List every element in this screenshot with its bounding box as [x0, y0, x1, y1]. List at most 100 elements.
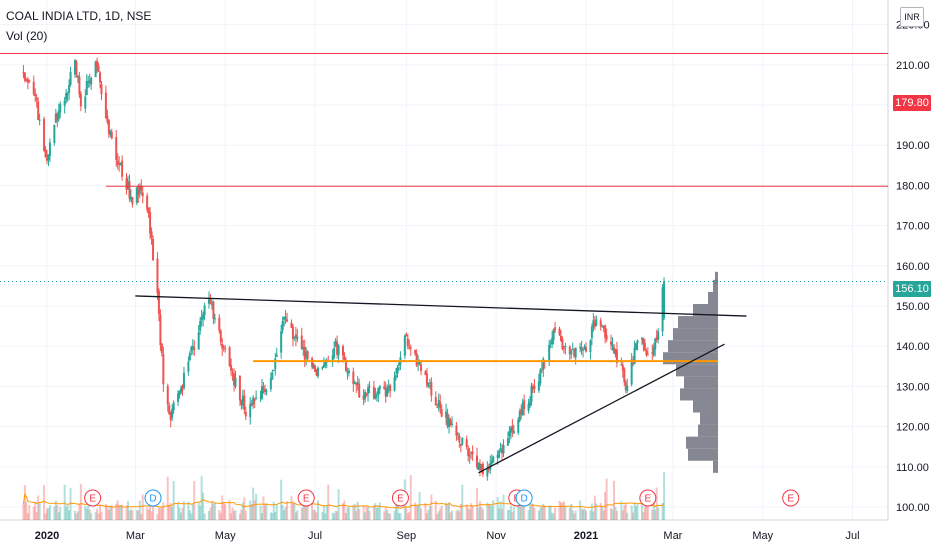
candle-body — [499, 448, 502, 450]
candle-body — [263, 388, 266, 392]
volume-bar — [66, 505, 69, 520]
volume-bar — [417, 504, 420, 520]
volume-bar — [646, 506, 649, 520]
time-axis[interactable]: 2020 Mar May Jul Sep Nov 2021 Mar May Jul — [35, 530, 860, 542]
volume-bar — [261, 512, 264, 520]
volume-bar — [378, 502, 381, 520]
candle-body — [478, 463, 481, 471]
candle-body — [109, 131, 112, 136]
candle-body — [509, 427, 512, 433]
candle-body — [417, 362, 420, 364]
candle-body — [580, 347, 583, 351]
volume-bar — [305, 503, 308, 520]
volume-bar — [228, 500, 231, 520]
candle-body — [255, 397, 258, 399]
volume-bar — [84, 505, 87, 520]
candle-body — [476, 455, 479, 468]
volume-bar — [573, 513, 576, 520]
volume-bar — [160, 505, 163, 520]
candle-body — [265, 391, 268, 393]
price-axis[interactable]: 100.00 110.00 120.00 130.00 140.00 150.00 160.… — [896, 20, 930, 514]
candle-body — [487, 466, 490, 470]
volume-bar — [663, 472, 666, 520]
volume-bar — [642, 511, 645, 520]
volume-bar — [420, 508, 423, 520]
volume-bar — [570, 504, 573, 520]
volume-bar — [343, 500, 346, 520]
candle-body — [283, 317, 286, 320]
volume-bar — [521, 505, 524, 520]
candle-body — [601, 325, 604, 327]
volume-bar — [265, 503, 268, 520]
candle-body — [240, 399, 243, 406]
volume-bar — [119, 505, 122, 520]
volume-bar — [54, 500, 57, 520]
volume-bar — [219, 512, 222, 520]
profile-bar — [693, 303, 718, 317]
candle-body — [633, 347, 636, 365]
candle-body — [171, 408, 174, 418]
symbol-title[interactable]: COAL INDIA LTD, 1D, NSE — [6, 9, 152, 23]
volume-bar — [202, 492, 205, 520]
candle-body — [481, 463, 484, 475]
candle-body — [551, 337, 554, 345]
candle-body — [188, 353, 191, 360]
candle-body — [574, 347, 577, 358]
currency-button[interactable]: INR — [900, 7, 924, 27]
event-markers[interactable]: EDEEEDEE — [84, 489, 800, 507]
earnings-marker — [297, 489, 315, 507]
volume-bar — [116, 500, 119, 520]
candle-body — [140, 185, 143, 191]
candle-body — [116, 160, 119, 165]
resistance-price-tag: 179.80 — [893, 95, 931, 111]
profile-bar — [678, 316, 718, 329]
candle-body — [652, 347, 655, 355]
dividend-marker — [144, 489, 162, 507]
candle-body — [56, 113, 59, 121]
candle-body — [353, 381, 356, 384]
volume-bar — [585, 510, 587, 520]
volume-bar — [87, 502, 90, 520]
candle-body — [611, 344, 614, 347]
volume-bar — [197, 501, 200, 520]
candle-body — [501, 449, 504, 454]
candle-body — [602, 325, 605, 328]
last-price-tag: 156.10 — [893, 281, 931, 297]
volume-bar — [129, 509, 132, 520]
volume-bar — [241, 502, 244, 520]
volume-bar — [425, 513, 428, 520]
volume-bar — [190, 513, 193, 520]
profile-bar — [684, 376, 718, 389]
trendlines[interactable] — [135, 295, 747, 474]
candle-body — [234, 377, 237, 387]
price-tick-label: 130.00 — [896, 381, 930, 393]
horizontal-levels[interactable] — [0, 53, 888, 363]
volume-bar — [364, 512, 367, 520]
volume-bar — [218, 509, 221, 520]
candle-body — [375, 394, 378, 396]
volume-bar — [275, 504, 278, 520]
volume-bar — [558, 500, 561, 520]
volume-bar — [283, 509, 286, 520]
candle-body — [203, 305, 206, 316]
candle-body — [459, 444, 462, 446]
volume-bar — [181, 508, 184, 520]
volume-bar — [561, 502, 564, 520]
volume-bar — [409, 475, 412, 520]
earnings-marker — [639, 489, 657, 507]
candle-body — [94, 61, 97, 78]
volume-bar — [312, 509, 315, 520]
volume-indicator-label[interactable]: Vol (20) — [6, 29, 48, 43]
volume-bar — [543, 505, 546, 520]
candle-body — [389, 385, 392, 392]
profile-bar — [708, 291, 718, 304]
event-marker-label: E — [645, 494, 652, 505]
volume-bar — [302, 501, 305, 520]
candle-body — [657, 331, 660, 340]
volume-bar — [286, 501, 289, 520]
candle-body — [364, 392, 367, 399]
candle-body — [177, 393, 180, 402]
candle-body — [333, 348, 336, 358]
candle-body — [520, 409, 523, 415]
